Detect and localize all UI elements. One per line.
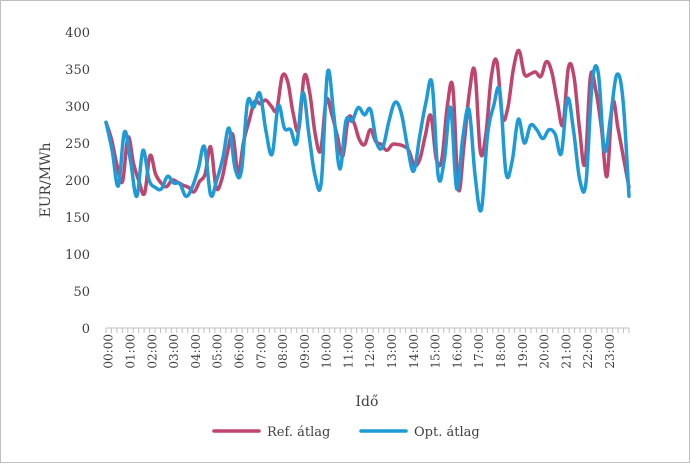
- x-tick-label-1900: 19:00: [516, 334, 530, 369]
- x-tick-label-1100: 11:00: [341, 334, 355, 369]
- x-tick-label-1000: 10:00: [320, 334, 334, 369]
- legend: Ref. átlag Opt. átlag: [212, 425, 480, 440]
- x-tick-label-2300: 23:00: [603, 334, 617, 369]
- x-tick-label-0700: 07:00: [254, 334, 268, 369]
- x-tick-label-1500: 15:00: [429, 334, 443, 369]
- y-tick-label-150: 150: [65, 211, 90, 226]
- x-tick-label-2000: 20:00: [538, 334, 552, 369]
- x-tick-label-0400: 04:00: [189, 334, 203, 369]
- x-axis: [105, 327, 630, 333]
- y-tick-label-50: 50: [73, 285, 90, 300]
- x-tick-label-1600: 16:00: [450, 334, 464, 369]
- series-line-opt-atlag: [104, 63, 631, 213]
- x-tick-label-0200: 02:00: [145, 334, 159, 369]
- x-tick-label-0800: 08:00: [276, 334, 290, 369]
- series-line-ref-atlag: [104, 48, 631, 197]
- x-tick-label-0100: 01:00: [124, 334, 138, 369]
- x-tick-label-1400: 14:00: [407, 334, 421, 369]
- x-axis-label: Idő: [356, 394, 379, 410]
- x-tick-label-0900: 09:00: [298, 334, 312, 369]
- x-tick-label-0600: 06:00: [232, 334, 246, 369]
- x-tick-label-1700: 17:00: [472, 334, 486, 369]
- series-lines: [104, 48, 631, 213]
- y-tick-label-400: 400: [65, 26, 90, 41]
- x-tick-label-1300: 13:00: [385, 334, 399, 369]
- y-tick-label-200: 200: [65, 174, 90, 189]
- x-tick-label-0500: 05:00: [211, 334, 225, 369]
- legend-label-opt-atlag: Opt. átlag: [414, 425, 480, 440]
- x-tick-label-2100: 21:00: [559, 334, 573, 369]
- x-axis-minor-ticks: [105, 328, 630, 333]
- x-tick-label-1800: 18:00: [494, 334, 508, 369]
- y-tick-label-100: 100: [65, 248, 90, 263]
- y-tick-label-300: 300: [65, 100, 90, 115]
- x-tick-label-1200: 12:00: [363, 334, 377, 369]
- legend-label-ref-atlag: Ref. átlag: [267, 425, 330, 440]
- y-tick-label-0: 0: [82, 322, 90, 337]
- x-tick-label-0000: 00:00: [102, 334, 116, 369]
- x-axis-tick-labels: 00:00 01:00 02:00 03:00 04:00 05:00 06:00 07:00…: [102, 334, 617, 369]
- y-axis-label: EUR/MWh: [38, 142, 54, 217]
- y-tick-label-250: 250: [65, 137, 90, 152]
- y-axis-ticks: 0 50 100 150 200 250 300 350 400: [65, 26, 90, 337]
- x-tick-label-2200: 22:00: [581, 334, 595, 369]
- x-tick-label-0300: 03:00: [167, 334, 181, 369]
- y-tick-label-350: 350: [65, 63, 90, 78]
